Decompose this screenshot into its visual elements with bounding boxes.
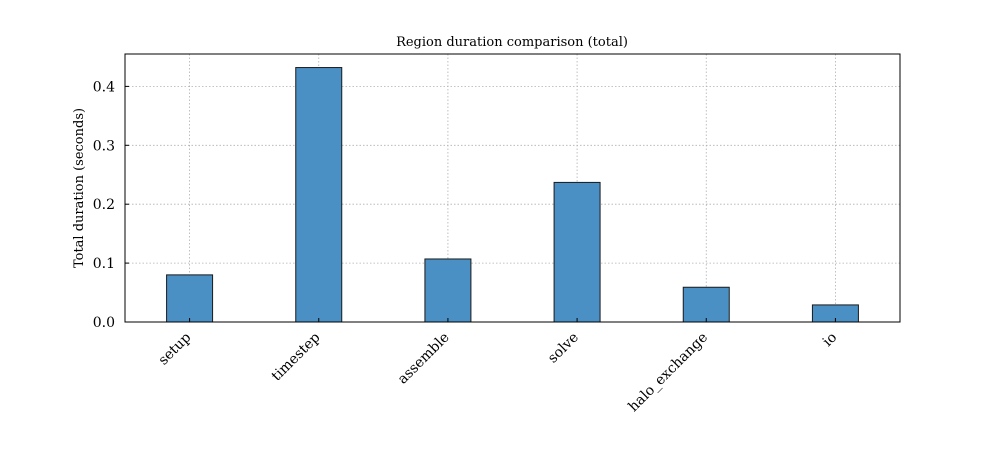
- bar-solve: [553, 181, 601, 323]
- x-axis: setup timestep assemble solve halo_exchange i…: [155, 318, 840, 415]
- y-tick-label: 0.4: [93, 79, 115, 95]
- y-tick-label: 0.2: [93, 197, 115, 213]
- x-tick-label: setup: [155, 329, 194, 368]
- x-tick-label: io: [820, 330, 840, 350]
- x-tick-label: timestep: [269, 329, 324, 384]
- y-tick-label: 0.1: [93, 256, 115, 272]
- y-axis: 0.0 0.1 0.2 0.3 0.4: [93, 79, 129, 331]
- bar-assemble: [424, 258, 472, 323]
- plot-frame: [124, 53, 901, 323]
- x-tick-label: halo_exchange: [626, 330, 712, 416]
- chart-title: Region duration comparison (total): [396, 35, 628, 50]
- x-tick-label: assemble: [395, 330, 453, 388]
- bar-timestep: [295, 67, 343, 323]
- x-tick-label: solve: [545, 330, 582, 367]
- bar-setup: [166, 274, 214, 323]
- y-tick-label: 0.3: [93, 138, 115, 154]
- grid-lines: [125, 54, 900, 322]
- bar-halo-exchange: [682, 286, 730, 323]
- bars: [166, 67, 859, 323]
- y-axis-label: Total duration (seconds): [72, 108, 87, 268]
- y-tick-label: 0.0: [93, 315, 115, 331]
